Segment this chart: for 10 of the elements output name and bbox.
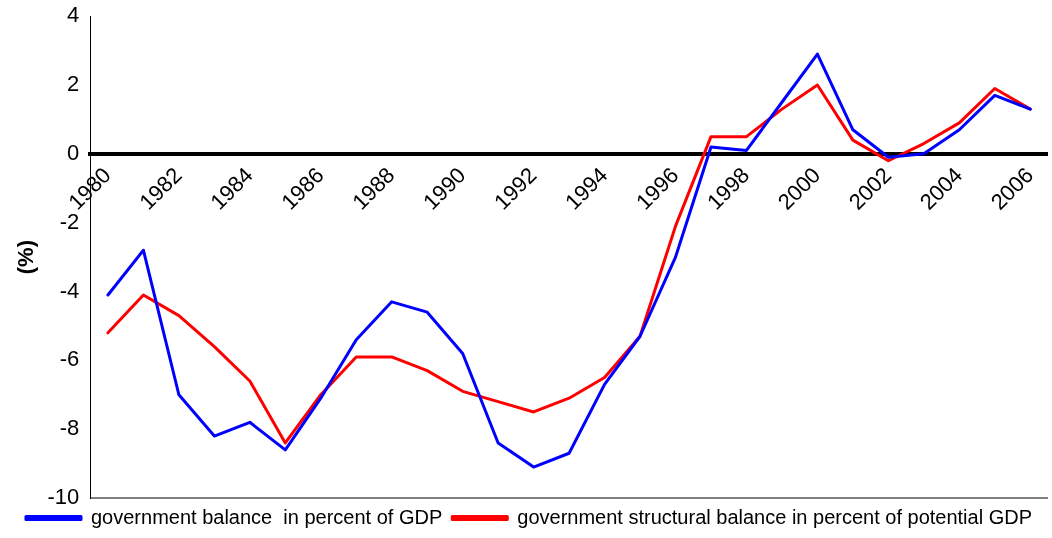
y-tick-label: 2 [66, 71, 80, 97]
y-axis-title: (%) [13, 239, 39, 275]
y-tick-label: 4 [66, 2, 80, 28]
y-tick-label: -8 [59, 415, 80, 441]
y-tick-label: -6 [59, 346, 80, 372]
y-tick-label: 0 [66, 139, 80, 165]
legend-label: government structural balance in percent of potential GDP [517, 505, 1033, 528]
legend-label: government balance in percent of GDP [90, 505, 443, 528]
y-tick-label: -4 [59, 277, 80, 303]
y-tick-label: -10 [47, 484, 80, 510]
